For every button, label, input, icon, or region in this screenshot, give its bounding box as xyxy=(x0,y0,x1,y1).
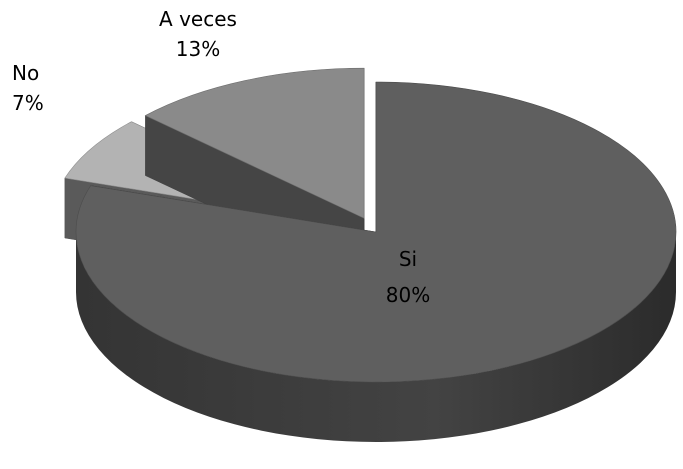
slice-si-outer-wall xyxy=(76,232,676,442)
slice-label-aveces-percent: 13% xyxy=(176,37,220,61)
slices-layer xyxy=(64,67,677,442)
slice-si-top xyxy=(75,81,677,383)
slice-label-si-percent: 80% xyxy=(386,283,430,307)
slice-label-si-name: Si xyxy=(399,247,417,271)
slice-label-aveces-name: A veces xyxy=(159,7,237,31)
slice-aveces-top xyxy=(144,67,365,219)
slice-label-no-percent: 7% xyxy=(12,91,44,115)
slice-si xyxy=(75,81,677,442)
slice-label-no-name: No xyxy=(12,61,39,85)
labels-layer: Si 80% No 7% A veces 13% xyxy=(12,7,430,307)
